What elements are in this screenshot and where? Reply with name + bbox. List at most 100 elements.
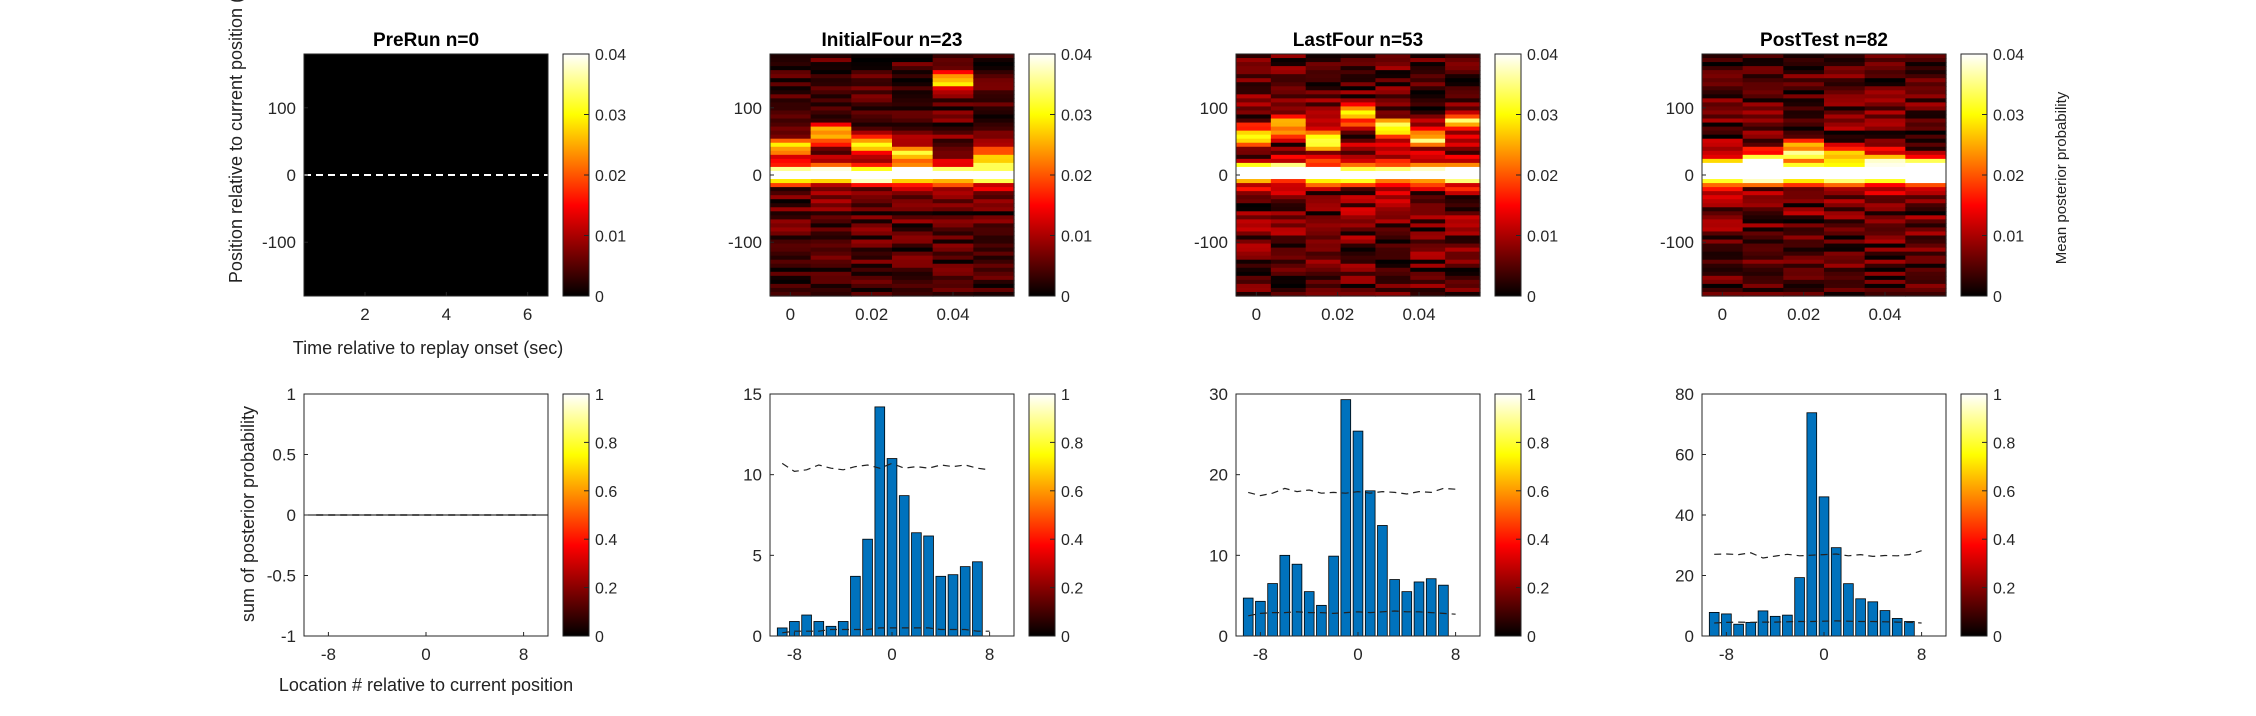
top-4-heatmap-cell — [1783, 146, 1825, 152]
bottom-2-bar — [972, 561, 983, 637]
top-4-heatmap-cell — [1905, 227, 1947, 233]
top-4-heatmap-cell — [1783, 142, 1825, 148]
top-3-heatmap-cell — [1270, 187, 1307, 192]
top-4-heatmap-cell — [1824, 90, 1866, 95]
top-3-heatmap-cell — [1340, 130, 1377, 136]
top-3-heatmap-cell — [1236, 54, 1272, 59]
top-2-heatmap-cell — [851, 58, 893, 63]
top-4-heatmap-cell — [1742, 130, 1784, 136]
top-2-heatmap-cell — [892, 94, 934, 99]
top-3-heatmap-cell — [1236, 247, 1272, 253]
top-3-heatmap-cell — [1375, 267, 1411, 273]
top-row-ylabel: Position relative to current position (d… — [226, 0, 246, 283]
top-3-heatmap-cell — [1410, 154, 1446, 160]
top-4-heatmap-cell — [1864, 219, 1906, 224]
top-3-heatmap-cell — [1375, 106, 1411, 112]
bottom-3-bar — [1425, 578, 1437, 637]
top-2-heatmap-cell — [892, 150, 934, 156]
top-4-heatmap-cell — [1864, 166, 1906, 172]
top-4-heatmap-cell — [1864, 259, 1906, 265]
top-2-heatmap-cell — [892, 110, 934, 116]
top-3-heatmap-cell — [1445, 251, 1481, 257]
top-3-heatmap-cell — [1340, 263, 1377, 269]
bottom-2-shuffle-lower-line — [782, 627, 990, 634]
top-3-heatmap-cell — [1410, 243, 1446, 249]
top-2-heatmap-cell — [810, 106, 852, 112]
top-3-heatmap-cell — [1375, 138, 1411, 144]
top-4-heatmap-cell — [1702, 62, 1744, 67]
top-4-heatmap-cell — [1783, 247, 1825, 253]
top-3-heatmap-cell — [1375, 291, 1411, 297]
top-3-heatmap-cell — [1410, 150, 1446, 156]
top-3-heatmap-cell — [1340, 150, 1377, 156]
top-3-heatmap-cell — [1305, 251, 1342, 257]
top-2-heatmap-cell — [851, 187, 893, 192]
top-2-heatmap-cell — [973, 283, 1015, 289]
top-2-heatmap-cell — [810, 195, 852, 200]
top-4-heatmap-cell — [1864, 223, 1906, 229]
top-2-heatmap-cell — [770, 66, 812, 71]
top-3-heatmap-cell — [1445, 175, 1481, 180]
top-4-heatmap-cell — [1824, 98, 1866, 103]
top-4-heatmap-cell — [1864, 207, 1906, 212]
bottom-1-colorbar-tick-label: 0.2 — [595, 581, 617, 598]
top-3-heatmap-cell — [1375, 199, 1411, 204]
top-2-heatmap-cell — [932, 187, 974, 192]
top-4-colorbar-tick-label: 0.04 — [1993, 47, 2024, 64]
top-3-heatmap-cell — [1410, 122, 1446, 128]
top-3-heatmap-cell — [1305, 106, 1342, 112]
top-3-heatmap-cell — [1410, 279, 1446, 285]
top-4-heatmap-cell — [1702, 122, 1744, 128]
top-3-heatmap-cell — [1305, 287, 1342, 293]
top-4-heatmap-cell — [1864, 62, 1906, 67]
top-2-heatmap-cell — [810, 70, 852, 75]
top-4-heatmap-cell — [1824, 195, 1866, 200]
bottom-3-ytick-label: 0 — [1219, 627, 1228, 646]
top-2-heatmap-cell — [973, 106, 1015, 112]
top-2-heatmap-cell — [851, 146, 893, 152]
top-3-heatmap-cell — [1340, 179, 1377, 184]
top-3-heatmap-cell — [1445, 227, 1481, 233]
top-3-heatmap-cell — [1270, 251, 1307, 257]
top-4-heatmap-cell — [1905, 70, 1947, 75]
top-row-xlabel: Time relative to replay onset (sec) — [293, 338, 563, 358]
top-2-heatmap-cell — [892, 223, 934, 229]
top-3-heatmap-cell — [1236, 110, 1272, 116]
bottom-2-bar — [935, 575, 947, 637]
top-1-colorbar-tick-label: 0.03 — [595, 108, 626, 125]
top-3-heatmap-cell — [1236, 126, 1272, 132]
top-4-heatmap-cell — [1905, 78, 1947, 83]
top-1-title: PreRun n=0 — [373, 30, 479, 51]
top-3-heatmap-cell — [1305, 102, 1342, 108]
top-4-heatmap-cell — [1742, 82, 1784, 87]
top-2-heatmap-cell — [770, 130, 812, 136]
top-4-heatmap-cell — [1742, 90, 1784, 95]
top-2-heatmap-cell — [770, 271, 812, 277]
top-3-heatmap-cell — [1305, 90, 1342, 95]
top-2-heatmap-cell — [851, 271, 893, 277]
top-3-heatmap-cell — [1375, 130, 1411, 136]
top-2-heatmap-cell — [892, 183, 934, 188]
top-2-heatmap-cell — [932, 90, 974, 95]
bottom-2-bar — [837, 621, 849, 637]
bottom-4-colorbar — [1960, 393, 1988, 637]
top-4-heatmap-cell — [1864, 134, 1906, 140]
top-3-heatmap-cell — [1236, 227, 1272, 233]
top-2-heatmap-cell — [973, 138, 1015, 144]
top-4-heatmap-cell — [1824, 150, 1866, 156]
top-3-heatmap-cell — [1270, 114, 1307, 120]
top-2-heatmap-cell — [892, 231, 934, 237]
top-4-heatmap-cell — [1783, 138, 1825, 144]
top-3-heatmap-cell — [1236, 215, 1272, 220]
top-2-heatmap-cell — [892, 54, 934, 59]
top-4-heatmap-cell — [1864, 179, 1906, 184]
top-4-heatmap-cell — [1864, 118, 1906, 124]
top-2-heatmap-cell — [892, 279, 934, 285]
top-2-heatmap-cell — [851, 106, 893, 112]
top-4-heatmap-cell — [1742, 283, 1784, 289]
top-2-heatmap-cell — [932, 179, 974, 184]
top-3-heatmap-cell — [1445, 66, 1481, 71]
top-4-heatmap-cell — [1742, 291, 1784, 297]
top-3-heatmap-cell — [1305, 267, 1342, 273]
top-3-heatmap-cell — [1445, 231, 1481, 237]
